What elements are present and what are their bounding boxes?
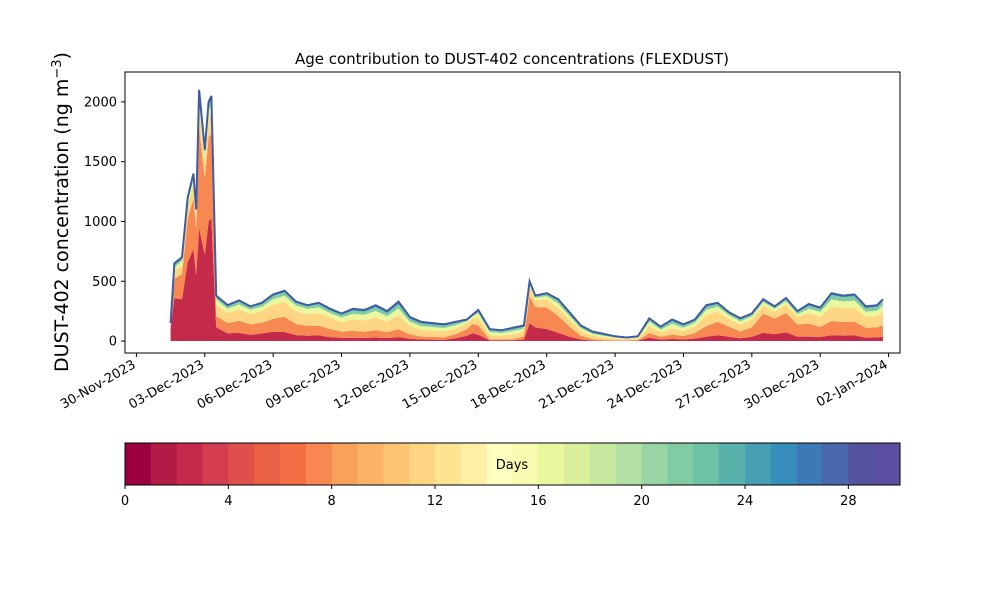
colorbar-cell [615,443,643,485]
colorbar-cell [383,443,410,485]
colorbar-tick-label: 8 [328,494,336,509]
area-layer-3 [170,107,883,341]
y-axis-label: DUST-402 concentration (ng m−3) [50,52,74,372]
x-tick-label: 21-Dec-2023 [537,357,617,412]
colorbar-cell [848,443,875,485]
colorbar-cell [280,443,307,485]
colorbar-frame [124,442,901,486]
colorbar-tick-label: 4 [224,494,232,509]
colorbar-cell [331,443,358,485]
colorbar-cell [460,443,488,485]
colorbar-cell [305,443,333,485]
colorbar-tick-label: 0 [121,494,129,509]
plot-area [124,71,901,354]
colorbar-cell [796,443,823,485]
colorbar-ticks: 0 4 8 12 16 20 24 28 [121,485,857,509]
stacked-areas [170,89,883,341]
colorbar-cell [176,443,203,485]
y-tick-label: 1500 [84,155,117,170]
colorbar-cell [150,443,178,485]
x-tick-label: 30-Dec-2023 [742,357,822,412]
x-tick-label: 02-Jan-2024 [814,357,891,410]
colorbar-cell [667,443,694,485]
colorbar-cell [512,443,539,485]
y-tick-label: 1000 [84,215,117,230]
colorbar-cell [228,443,255,485]
colorbar-cells [125,443,901,485]
y-axis-label-text: DUST-402 concentration (ng m [51,79,73,372]
colorbar-cell [486,443,513,485]
x-axis: 30-Nov-202303-Dec-202306-Dec-202309-Dec-… [58,353,891,413]
y-tick-label: 0 [109,335,117,350]
colorbar-cell [641,443,668,485]
colorbar-tick-label: 20 [633,494,650,509]
colorbar-cell [254,443,281,485]
colorbar-cell [357,443,384,485]
colorbar-cell [125,443,152,485]
x-tick-label: 18-Dec-2023 [468,357,548,412]
colorbar-cell [822,443,849,485]
colorbar-cell [409,443,436,485]
chart-title: Age contribution to DUST-402 concentrati… [295,50,729,68]
colorbar-cell [693,443,720,485]
x-tick-label: 09-Dec-2023 [263,357,343,412]
colorbar-cell [590,443,617,485]
colorbar-cell [564,443,591,485]
colorbar-cell [874,443,901,485]
x-tick-label: 06-Dec-2023 [195,357,275,412]
y-axis: 0 500 1000 1500 2000 [84,95,125,350]
colorbar: Days 0 4 8 12 16 20 24 28 [121,442,901,509]
colorbar-cell [538,443,565,485]
colorbar-tick-label: 28 [840,494,857,509]
x-tick-label: 15-Dec-2023 [400,357,480,412]
colorbar-tick-label: 12 [427,494,444,509]
y-tick-label: 2000 [84,95,117,110]
y-tick-label: 500 [92,275,117,290]
colorbar-cell [435,443,462,485]
colorbar-label: Days [496,458,529,473]
colorbar-cell [770,443,798,485]
axes-frame [124,71,901,354]
colorbar-cell [719,443,746,485]
colorbar-tick-label: 24 [737,494,754,509]
x-tick-label: 12-Dec-2023 [332,357,412,412]
colorbar-tick-label: 16 [530,494,547,509]
y-axis-label-close: ) [51,52,73,59]
colorbar-cell [202,443,229,485]
y-axis-label-unit-sup: −3 [50,59,65,78]
colorbar-cell [745,443,772,485]
x-tick-label: 24-Dec-2023 [605,357,685,412]
x-tick-label: 03-Dec-2023 [126,357,206,412]
x-tick-label: 27-Dec-2023 [673,357,753,412]
total-concentration-line [169,89,884,339]
